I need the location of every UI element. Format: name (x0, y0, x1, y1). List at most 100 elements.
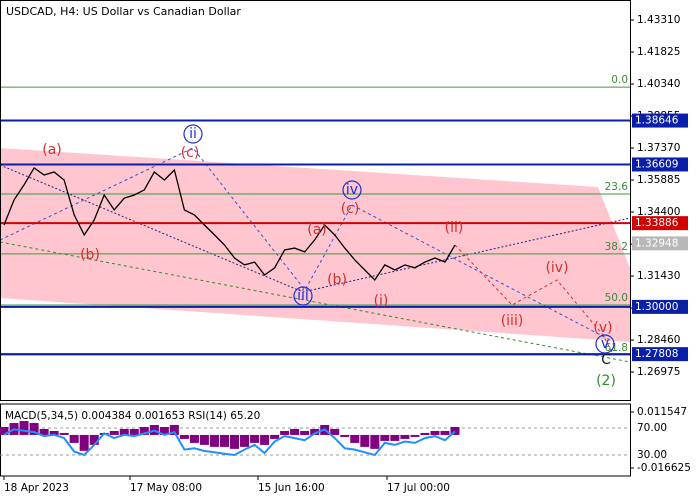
price-panel-border (0, 0, 631, 401)
wave-circle (342, 180, 362, 200)
macd-bar (19, 421, 29, 435)
trend-dashed (0, 241, 631, 363)
macd-bar (400, 434, 410, 439)
level-label: 1.36609 (635, 158, 678, 170)
rsi-tick-label: 70.00 (637, 422, 667, 434)
macd-bar (330, 428, 340, 435)
wave-label: (c) (181, 145, 200, 161)
trend-dashed (0, 164, 631, 293)
wave-circle (293, 286, 313, 306)
indicator-title: MACD(5,34,5) 0.004384 0.001653 RSI(14) 6… (5, 410, 260, 422)
macd-bar (240, 434, 250, 447)
macd-bar (450, 427, 460, 435)
y-tick-label: 1.26975 (637, 366, 680, 378)
macd-bar (440, 430, 450, 435)
macd-bar (109, 430, 119, 435)
y-tick-label: 1.37370 (637, 142, 680, 154)
macd-bar (410, 434, 420, 437)
level-box (632, 113, 688, 128)
wave-label: v (601, 336, 609, 352)
macd-bar (179, 434, 189, 439)
macd-bar (119, 428, 129, 435)
level-label: 1.32948 (635, 237, 678, 249)
macd-tick-label: -0.016625 (637, 462, 691, 474)
macd-bar (370, 434, 380, 449)
macd-bar (209, 434, 219, 447)
y-tick-label: 1.35885 (637, 174, 680, 186)
fib-label: 38.2 (605, 241, 628, 253)
macd-bar (340, 434, 350, 437)
macd-bar (139, 427, 149, 435)
y-tick-label: 1.40340 (637, 78, 680, 90)
wave-label: (2) (596, 373, 616, 389)
macd-bar (49, 430, 59, 435)
macd-bar (250, 434, 260, 443)
fib-label: 50.0 (605, 292, 628, 304)
macd-bar (29, 423, 39, 435)
macd-bar (300, 430, 310, 435)
level-label: 1.38646 (635, 115, 679, 127)
wave-label: (v) (593, 320, 612, 336)
wave-label: (i) (374, 293, 389, 309)
y-tick-label: 1.43310 (637, 14, 680, 26)
price-line (3, 166, 456, 282)
macd-bar (59, 432, 69, 435)
macd-bar (219, 434, 229, 447)
trend-dashed (0, 147, 611, 341)
macd-bar (199, 434, 209, 445)
macd-bar (420, 432, 430, 435)
indicator-panel-border (0, 403, 631, 477)
chart-title: USDCAD, H4: US Dollar vs Canadian Dollar (6, 5, 241, 18)
macd-bar (390, 434, 400, 441)
macd-bar (159, 427, 169, 435)
rsi-line (3, 428, 456, 457)
channel (0, 148, 630, 342)
level-box (632, 299, 688, 314)
macd-bar (79, 434, 89, 451)
wave-label: (b) (327, 272, 347, 288)
macd-bar (0, 427, 9, 435)
level-box (632, 216, 688, 231)
macd-bar (360, 434, 370, 447)
wave-label: (b) (80, 247, 100, 263)
level-label: 1.33886 (635, 217, 679, 229)
wave-label: C (601, 352, 611, 368)
level-box (632, 157, 688, 172)
y-tick-label: 1.34400 (637, 206, 680, 218)
macd-bar (129, 428, 139, 435)
x-tick-label: 17 Jul 00:00 (387, 482, 450, 494)
macd-bar (280, 430, 290, 435)
macd-bar (69, 434, 79, 443)
macd-bar (270, 434, 280, 439)
projection (454, 244, 613, 353)
wave-label: (a) (42, 142, 62, 158)
macd-bar (310, 428, 320, 435)
y-tick-label: 1.28460 (637, 334, 680, 346)
macd-tick-label: 0.011547 (637, 406, 687, 418)
wave-label: (c) (341, 201, 360, 217)
macd-bar (169, 425, 179, 435)
macd-bar (89, 434, 99, 445)
x-tick-label: 18 Apr 2023 (4, 482, 69, 494)
macd-bar (290, 428, 300, 435)
wave-label: iv (346, 182, 358, 198)
wave-label: iii (297, 288, 309, 304)
y-tick-label: 1.31430 (637, 270, 680, 282)
level-box (632, 236, 688, 251)
fib-label: 0.0 (611, 74, 628, 86)
wave-circle (183, 124, 203, 144)
x-tick-label: 17 May 08:00 (130, 482, 202, 494)
wave-label: (ii) (445, 220, 464, 236)
macd-bar (430, 430, 440, 435)
wave-label: ii (189, 126, 197, 142)
macd-bar (39, 428, 49, 435)
macd-bar (350, 434, 360, 443)
macd-bar (230, 434, 240, 449)
macd-bar (189, 434, 199, 443)
wave-label: (iv) (545, 260, 568, 276)
wave-label: (iii) (501, 313, 524, 329)
rsi-tick-label: 30.00 (637, 449, 667, 461)
level-label: 1.27808 (635, 348, 678, 360)
